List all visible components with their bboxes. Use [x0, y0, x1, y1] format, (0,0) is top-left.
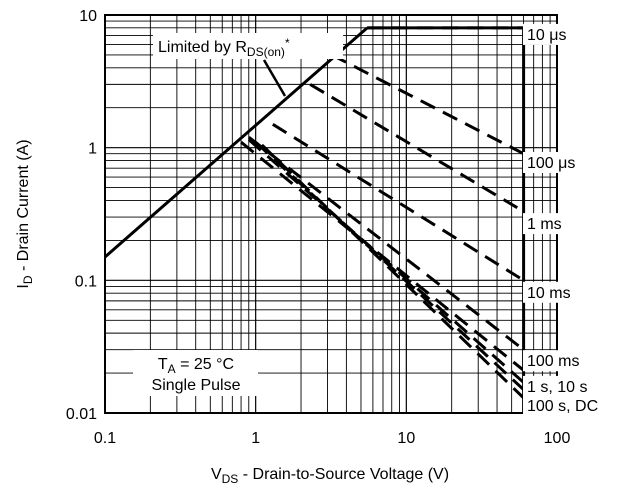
y-tick-label: 10	[79, 8, 97, 25]
conditions-line-1: TA = 25 °C	[158, 356, 234, 376]
x-axis-label: VDS - Drain-to-Source Voltage (V)	[211, 466, 449, 486]
x-tick-label: 1	[251, 430, 260, 447]
curve-label: 100 μs	[527, 155, 575, 172]
series-line-1-ms	[309, 83, 525, 213]
curve-label: 10 μs	[527, 27, 566, 44]
x-tick-label: 10	[397, 430, 415, 447]
curve-label: 100 s, DC	[527, 398, 598, 415]
conditions-line-2: Single Pulse	[152, 377, 241, 394]
y-axis-label: ID - Drain Current (A)	[15, 139, 35, 288]
series-line-100-s-dc	[254, 141, 525, 391]
curve-label-bg	[523, 213, 566, 235]
series-line-100-s-dc	[260, 143, 525, 399]
curve-label-bg	[523, 375, 609, 397]
x-tick-label: 100	[544, 430, 571, 447]
y-tick-label: 0.01	[66, 406, 97, 423]
series-line-rds-limit	[104, 26, 369, 259]
x-tick-labels: 0.1 1 10 100	[94, 430, 571, 447]
curve-label: 100 ms	[527, 353, 579, 370]
rds-limit-label-box	[153, 33, 343, 59]
x-tick-label: 0.1	[94, 430, 116, 447]
data-lines	[104, 26, 526, 413]
y-tick-label: 1	[88, 141, 97, 158]
curve-label-bg	[523, 281, 574, 303]
curve-label: 1 s, 10 s	[527, 379, 587, 396]
rds-limit-label: Limited by RDS(on)*	[158, 36, 290, 59]
curve-labels: 10 μs 100 μs 1 ms 10 ms 100 ms 1 s, 10 s 100 s…	[523, 23, 609, 416]
curve-label: 1 ms	[527, 216, 562, 233]
rds-limit-leader	[262, 59, 287, 97]
curve-label-bg	[523, 23, 574, 45]
curve-label-bg	[523, 350, 583, 372]
conditions-box	[133, 350, 258, 396]
curve-label-bg	[523, 151, 583, 173]
y-tick-label: 0.1	[75, 273, 97, 290]
curve-label: 10 ms	[527, 285, 571, 302]
series-line-100-ms	[247, 136, 525, 351]
series-line-100-s	[331, 53, 525, 156]
y-tick-labels: 0.01 0.1 1 10	[66, 8, 97, 423]
curve-label-bg	[523, 394, 609, 416]
